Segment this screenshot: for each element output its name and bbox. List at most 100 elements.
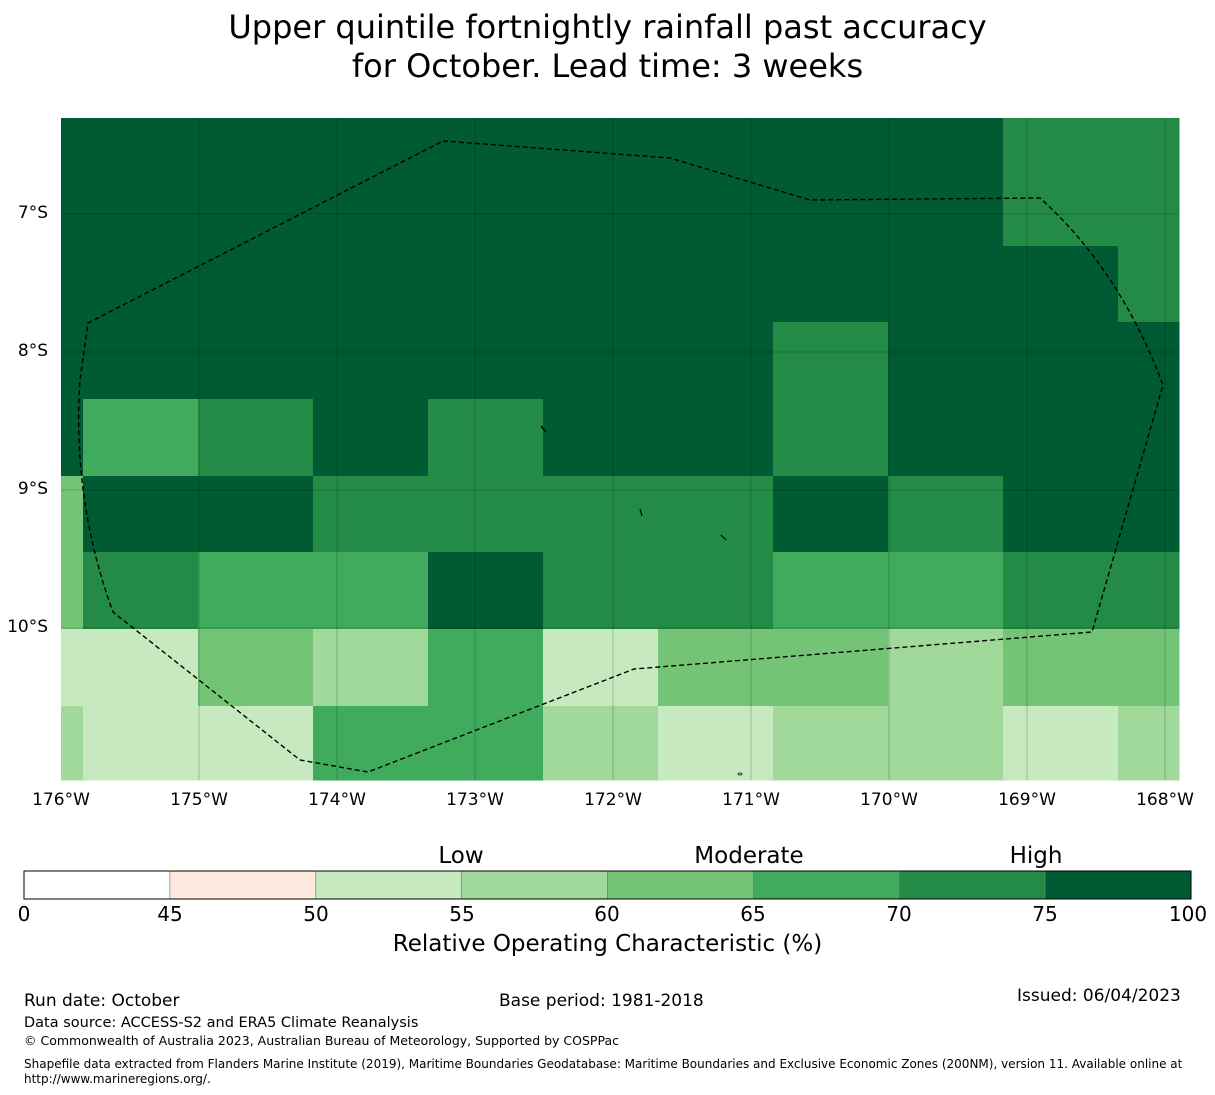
- grid-cell: [658, 629, 774, 707]
- colorbar-segment: [607, 870, 754, 900]
- colorbar-level-high: High: [1009, 843, 1063, 869]
- grid-cell: [658, 399, 774, 477]
- lat-label-7s: 7°S: [17, 203, 48, 223]
- colorbar-tick: 0: [17, 902, 31, 926]
- colorbar-segment: [1044, 870, 1192, 900]
- grid-cell: [773, 246, 889, 323]
- grid-cell: [313, 476, 429, 553]
- lon-label-169w: 169°W: [998, 790, 1056, 810]
- accuracy-grid: [61, 118, 1180, 781]
- grid-cell: [61, 118, 84, 247]
- grid-cell: [1003, 118, 1119, 247]
- lon-label-170w: 170°W: [860, 790, 918, 810]
- base-period: Base period: 1981-2018: [499, 991, 704, 1011]
- lon-label-175w: 175°W: [170, 790, 228, 810]
- colorbar-segment: [461, 870, 608, 900]
- grid-cell: [61, 476, 84, 553]
- colorbar-label: Relative Operating Characteristic (%): [392, 931, 823, 957]
- grid-cell: [888, 322, 1004, 400]
- grid-cell: [658, 246, 774, 323]
- grid-cell: [1118, 629, 1180, 707]
- grid-cell: [83, 118, 199, 247]
- grid-cell: [313, 399, 429, 477]
- grid-cell: [543, 246, 659, 323]
- grid-cell: [198, 629, 314, 707]
- grid-cell: [198, 118, 314, 247]
- grid-cell: [61, 246, 84, 323]
- grid-cell: [658, 118, 774, 247]
- graticule: [61, 118, 1179, 780]
- grid-cell: [1003, 322, 1119, 400]
- grid-cell: [773, 322, 889, 400]
- grid-cell: [61, 399, 84, 477]
- grid-cell: [543, 322, 659, 400]
- grid-cell: [313, 552, 429, 630]
- grid-cell: [313, 246, 429, 323]
- colorbar-segment: [23, 870, 171, 900]
- grid-cell: [313, 706, 429, 781]
- grid-cell: [83, 246, 199, 323]
- grid-cell: [543, 552, 659, 630]
- grid-cell: [1003, 552, 1119, 630]
- grid-cell: [888, 706, 1004, 781]
- grid-cell: [428, 476, 544, 553]
- grid-cell: [313, 118, 429, 247]
- grid-cell: [61, 629, 84, 707]
- title-line-2: for October. Lead time: 3 weeks: [351, 47, 864, 85]
- shapefile-credit-1: Shapefile data extracted from Flanders M…: [24, 1057, 1183, 1071]
- grid-cell: [773, 629, 889, 707]
- lat-label-9s: 9°S: [17, 479, 48, 499]
- grid-cell: [83, 552, 199, 630]
- title-line-1: Upper quintile fortnightly rainfall past…: [228, 8, 987, 46]
- grid-cell: [1118, 706, 1180, 781]
- island-outline: [720, 534, 727, 541]
- grid-cell: [1118, 476, 1180, 553]
- eez-boundary: [78, 140, 1164, 773]
- grid-cell: [543, 399, 659, 477]
- grid-cell: [543, 476, 659, 553]
- grid-cell: [198, 706, 314, 781]
- colorbar-tick: 75: [1032, 902, 1058, 926]
- grid-cell: [1003, 246, 1119, 323]
- map-title: Upper quintile fortnightly rainfall past…: [0, 8, 1215, 86]
- grid-cell: [888, 118, 1004, 247]
- grid-cell: [773, 399, 889, 477]
- grid-cell: [61, 322, 84, 400]
- grid-cell: [658, 552, 774, 630]
- lon-label-174w: 174°W: [308, 790, 366, 810]
- grid-cell: [83, 399, 199, 477]
- colorbar-tick: 60: [594, 902, 620, 926]
- grid-cell: [888, 246, 1004, 323]
- lon-label-168w: 168°W: [1136, 790, 1194, 810]
- grid-cell: [428, 118, 544, 247]
- grid-cell: [1003, 476, 1119, 553]
- island-outline: [639, 508, 643, 517]
- grid-cell: [313, 629, 429, 707]
- grid-cell: [658, 322, 774, 400]
- grid-cell: [658, 476, 774, 553]
- grid-cell: [888, 476, 1004, 553]
- grid-cell: [773, 118, 889, 247]
- grid-cell: [83, 322, 199, 400]
- lon-label-172w: 172°W: [584, 790, 642, 810]
- grid-cell: [1003, 706, 1119, 781]
- colorbar-segment: [898, 870, 1046, 900]
- grid-cell: [198, 246, 314, 323]
- colorbar-tick: 65: [740, 902, 766, 926]
- grid-cell: [888, 629, 1004, 707]
- grid-cell: [543, 706, 659, 781]
- data-source: Data source: ACCESS-S2 and ERA5 Climate …: [24, 1015, 419, 1031]
- colorbar-tick: 100: [1168, 902, 1208, 926]
- grid-cell: [61, 706, 84, 781]
- grid-cell: [198, 322, 314, 400]
- grid-cell: [1003, 399, 1119, 477]
- colorbar-border: [23, 870, 1192, 900]
- colorbar-level-low: Low: [438, 843, 484, 869]
- grid-cell: [428, 246, 544, 323]
- grid-cell: [428, 552, 544, 630]
- grid-cell: [1118, 552, 1180, 630]
- colorbar: [23, 870, 1192, 900]
- colorbar-segment: [169, 870, 317, 900]
- colorbar-tick: 70: [886, 902, 912, 926]
